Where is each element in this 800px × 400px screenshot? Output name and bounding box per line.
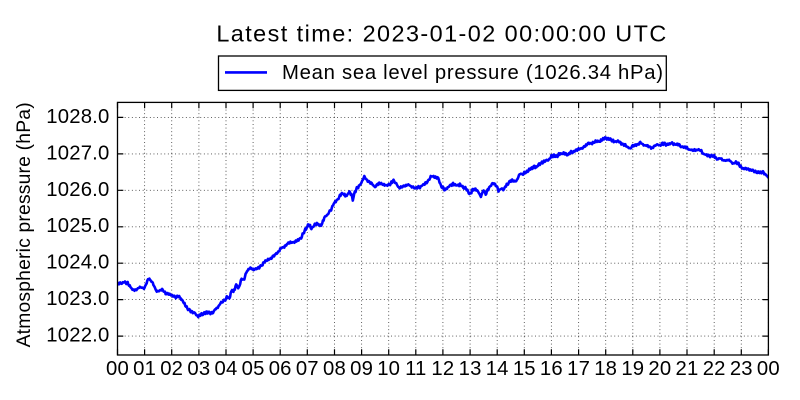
svg-text:05: 05 bbox=[242, 358, 265, 380]
svg-text:00: 00 bbox=[106, 358, 129, 380]
svg-text:1025.0: 1025.0 bbox=[46, 215, 109, 237]
svg-text:07: 07 bbox=[296, 358, 319, 380]
svg-text:19: 19 bbox=[621, 358, 644, 380]
svg-text:Mean sea level pressure (1026.: Mean sea level pressure (1026.34 hPa) bbox=[282, 62, 664, 84]
svg-text:12: 12 bbox=[431, 358, 454, 380]
svg-text:1022.0: 1022.0 bbox=[46, 325, 109, 347]
svg-text:1024.0: 1024.0 bbox=[46, 252, 109, 274]
svg-text:14: 14 bbox=[486, 358, 509, 380]
svg-text:Latest time: 2023-01-02 00:00:: Latest time: 2023-01-02 00:00:00 UTC bbox=[216, 21, 667, 47]
svg-text:21: 21 bbox=[676, 358, 699, 380]
svg-text:1023.0: 1023.0 bbox=[46, 288, 109, 310]
svg-text:1026.0: 1026.0 bbox=[46, 179, 109, 201]
svg-text:1027.0: 1027.0 bbox=[46, 142, 109, 164]
svg-text:03: 03 bbox=[187, 358, 210, 380]
svg-text:23: 23 bbox=[730, 358, 753, 380]
svg-text:01: 01 bbox=[133, 358, 156, 380]
svg-text:1028.0: 1028.0 bbox=[46, 106, 109, 128]
svg-text:Atmospheric pressure (hPa): Atmospheric pressure (hPa) bbox=[14, 102, 35, 347]
svg-text:20: 20 bbox=[648, 358, 671, 380]
svg-text:11: 11 bbox=[405, 358, 426, 380]
svg-text:18: 18 bbox=[594, 358, 617, 380]
svg-text:10: 10 bbox=[377, 358, 400, 380]
svg-text:22: 22 bbox=[703, 358, 726, 380]
svg-text:00: 00 bbox=[757, 358, 780, 380]
svg-text:08: 08 bbox=[323, 358, 346, 380]
svg-text:06: 06 bbox=[269, 358, 292, 380]
svg-text:02: 02 bbox=[160, 358, 183, 380]
svg-text:09: 09 bbox=[350, 358, 373, 380]
svg-text:16: 16 bbox=[540, 358, 563, 380]
svg-text:17: 17 bbox=[567, 358, 590, 380]
svg-text:13: 13 bbox=[459, 358, 482, 380]
svg-text:15: 15 bbox=[513, 358, 536, 380]
svg-text:04: 04 bbox=[215, 358, 238, 380]
